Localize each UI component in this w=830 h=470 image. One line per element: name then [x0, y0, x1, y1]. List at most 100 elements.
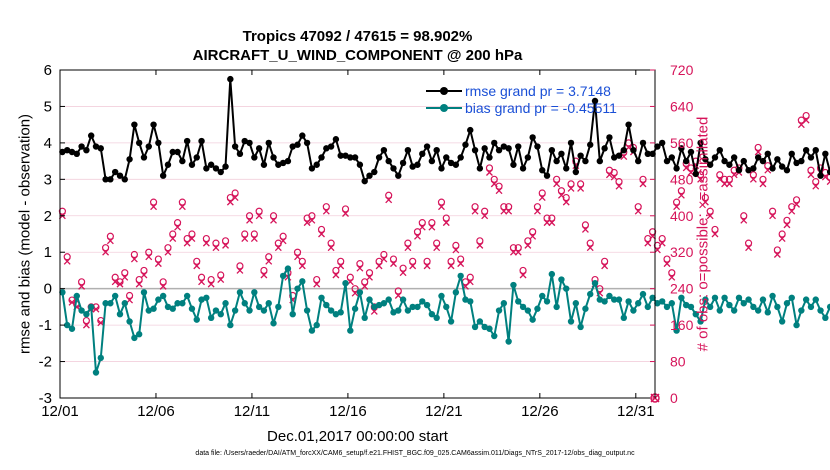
y2-tick-label: 160: [670, 317, 694, 333]
count-possible-marker: [706, 207, 714, 215]
count-assimilated-marker: [270, 216, 277, 224]
legend: rmse grand pr = 3.7148 bias grand pr = -…: [426, 83, 617, 116]
bias-point: [500, 300, 508, 307]
bias-point: [63, 321, 71, 329]
count-assimilated-marker: [447, 262, 455, 270]
bias-point: [337, 309, 344, 316]
count-assimilated-marker: [231, 194, 239, 202]
count-possible-marker: [778, 230, 786, 238]
bias-point: [769, 292, 776, 300]
rmse-point: [356, 161, 364, 168]
bias-point: [726, 301, 733, 309]
count-assimilated-marker: [668, 273, 676, 281]
y-tick-label: -3: [39, 390, 52, 407]
count-possible-marker: [346, 273, 354, 281]
count-assimilated-marker: [548, 219, 556, 227]
rmse-point: [107, 176, 114, 183]
rmse-point: [822, 150, 829, 158]
count-assimilated-marker: [807, 171, 815, 179]
count-assimilated-marker: [706, 212, 714, 220]
count-possible-marker: [269, 212, 278, 220]
bias-point: [682, 301, 690, 309]
count-assimilated-marker: [193, 262, 201, 270]
bias-point: [409, 303, 416, 311]
count-assimilated-marker: [313, 280, 321, 288]
y-tick-label: 1: [44, 244, 52, 261]
count-assimilated-marker: [303, 219, 311, 227]
count-possible-marker: [308, 212, 316, 220]
count-assimilated-marker: [418, 223, 426, 231]
count-possible-marker: [385, 191, 393, 199]
bias-point: [159, 292, 167, 300]
rmse-point: [188, 161, 196, 168]
bias-point: [188, 305, 196, 312]
rmse-point: [553, 157, 560, 165]
x-tick-label: 12/06: [137, 403, 175, 420]
bias-point: [260, 307, 268, 314]
rmse-point: [774, 156, 781, 163]
bias-point: [443, 303, 450, 311]
count-possible-marker: [428, 219, 436, 227]
bias-point: [135, 331, 143, 338]
bias-point: [347, 327, 354, 334]
count-assimilated-marker: [745, 244, 753, 252]
rmse-point: [260, 161, 268, 168]
count-possible-marker: [457, 255, 465, 263]
bias-point: [611, 296, 618, 303]
count-assimilated-marker: [150, 203, 158, 211]
rmse-point: [606, 134, 613, 141]
rmse-point: [807, 154, 815, 161]
rmse-point: [726, 161, 733, 168]
count-assimilated-marker: [250, 235, 258, 243]
count-assimilated-marker: [673, 203, 681, 211]
count-possible-marker: [197, 273, 206, 281]
count-possible-marker: [217, 271, 225, 279]
count-possible-marker: [409, 257, 417, 265]
rmse-point: [529, 134, 536, 141]
bias-point: [452, 289, 460, 296]
bias-point: [97, 354, 104, 362]
count-assimilated-marker: [236, 266, 244, 274]
rmse-point: [59, 148, 66, 156]
bias-point: [68, 325, 76, 332]
y2-tick-label: 400: [670, 208, 694, 224]
count-assimilated-marker: [466, 278, 474, 286]
rmse-point: [582, 157, 589, 165]
rmse-point: [702, 156, 709, 163]
bias-point: [342, 280, 349, 287]
count-assimilated-marker: [390, 260, 397, 268]
rmse-point: [395, 172, 402, 179]
rmse-point: [692, 170, 699, 178]
rmse-point: [131, 121, 138, 128]
count-possible-marker: [212, 239, 220, 247]
rmse-point: [183, 137, 191, 145]
bias-point: [495, 307, 503, 314]
count-possible-marker: [317, 225, 326, 234]
x-tick-label: 12/31: [617, 403, 655, 420]
bias-point: [318, 294, 325, 301]
rmse-point: [294, 141, 301, 148]
rmse-point: [375, 154, 383, 161]
rmse-point: [255, 145, 263, 152]
x-tick-label: 12/26: [521, 403, 559, 420]
plot-frame: [59, 69, 656, 399]
count-possible-marker: [130, 250, 138, 259]
count-possible-marker: [183, 234, 191, 243]
count-possible-marker: [677, 187, 685, 195]
rmse-point: [361, 177, 368, 185]
y2-tick-label: 560: [670, 135, 694, 151]
rmse-point: [711, 154, 719, 161]
y2-tick-label: 80: [670, 354, 686, 370]
rmse-point: [337, 152, 344, 159]
count-assimilated-marker: [159, 282, 167, 290]
bias-point: [639, 290, 647, 298]
plot-area: [60, 70, 655, 398]
bias-point: [663, 303, 671, 311]
bias-point: [644, 303, 652, 311]
rmse-point: [563, 165, 570, 172]
count-possible-marker: [601, 257, 609, 265]
count-assimilated-marker: [442, 219, 450, 227]
bias-point: [279, 272, 287, 280]
bias-point: [754, 307, 762, 314]
bias-point: [356, 289, 364, 296]
